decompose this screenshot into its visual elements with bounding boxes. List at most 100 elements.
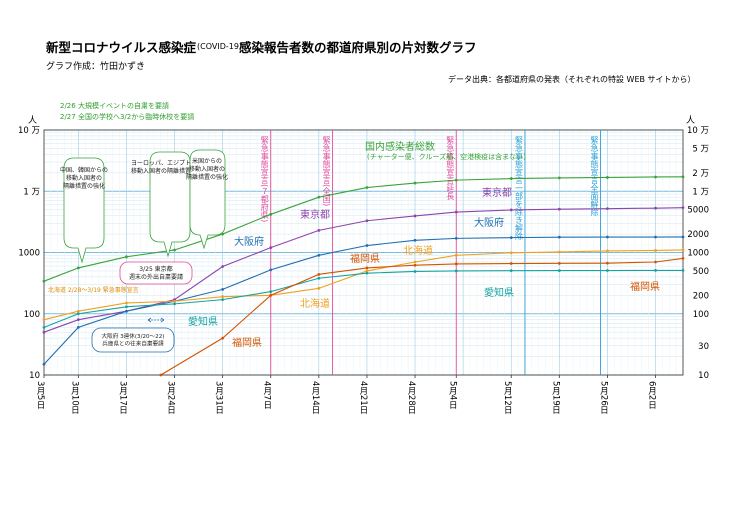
series-label: 福岡県 [232,336,262,349]
series-point [413,214,417,218]
x-tick-label: 5月19日 [550,381,560,415]
x-tick-label: 3月10日 [69,381,79,415]
series-point [654,235,657,239]
axes: 10 100 1000 1 万 10 万 10 30 100 200 500 1000 2000 500… [18,126,709,415]
series-point [606,207,609,211]
y-tick-left: 1000 [18,249,40,259]
series-point [42,279,46,283]
chart-title-covid: (COVID-19) [197,42,242,51]
series-point [509,262,513,265]
series-point [557,250,561,254]
y-tick-right: 10 万 [687,126,709,136]
chart-title-left: 新型コロナウイルス感染症 [46,40,197,55]
x-tick-label: 6月2日 [647,381,657,410]
series-point [413,260,417,264]
series-label: 北海道 [403,244,433,257]
series-point [317,195,321,199]
series-point [454,269,458,273]
series-point [269,212,273,216]
x-tick-label: 4月28日 [406,381,416,415]
x-tick-label: 5月26日 [598,381,608,415]
event-line-label: 緊急事態宣言(全国) [322,136,331,206]
series-point [42,330,46,334]
series-point [125,301,128,305]
annotation-total: (チャーター便、クルーズ船、空港検疫は含まない) [367,152,526,161]
chart-author: グラフ作成：竹田かずき [46,60,145,72]
series-label: 東京都 [482,186,512,199]
y-tick-right: 10 [698,371,709,381]
series-point [365,219,369,223]
series-point [317,276,321,280]
series-point [269,268,273,272]
series-point [557,207,561,211]
chart-source: データ出典：各都道府県の発表（それぞれの特設 WEB サイトから） [448,74,696,84]
series-point [76,325,80,329]
bubble-europe: ヨーロッパ、エジプトからの移動入国者の隔離措置の強化 [131,151,209,258]
x-tick-label: 4月14日 [310,381,320,415]
x-tick-label: 5月12日 [502,381,512,415]
series-point [557,269,561,272]
series-point [365,271,369,275]
series-point [317,286,321,290]
series-point [221,287,225,291]
event-line-label: 緊急事態宣言延長 [446,136,455,201]
y-tick-right: 5 万 [692,144,709,154]
series-point [365,186,369,189]
series-label: 福岡県 [350,252,380,265]
series-point [654,206,657,210]
y-tick-right: 200 [693,291,709,301]
bubble-tokyo: 3/25 東京都週末の外出自粛要請 [119,261,193,285]
annotation-event-2: 2/27 全国の学校へ3/2から臨時休校を要請 [60,112,194,121]
y-tick-right: 500 [693,267,709,277]
bubble-us: 米国からの移動入国者の隔離措置の強化 [186,149,228,250]
series-point [509,236,513,240]
series-point [454,178,458,182]
series-point [454,262,458,266]
y-tick-right: 1 万 [692,187,709,197]
series-point [681,257,685,260]
series-label: 国内感染者総数 [365,140,435,153]
series-point [681,206,685,210]
bubble-europe-text: ヨーロッパ、エジプトからの移動入国者の隔離措置の強化 [131,160,209,175]
data-series [42,175,685,377]
series-point [365,244,369,247]
series-point [681,175,685,179]
y-axis-label-right: 人 [686,115,695,126]
y-tick-left: 1 万 [23,187,40,197]
x-tick-label: 4月7日 [262,381,272,410]
y-tick-right: 30 [698,342,709,352]
series-point [413,270,417,273]
series-point [454,210,458,214]
series-point [42,362,46,366]
series-line [160,257,684,376]
series-point [76,318,80,322]
series-point [681,235,685,239]
x-tick-label: 5月4日 [447,381,457,410]
series-point [173,248,176,252]
series-point [173,299,176,303]
series-point [269,290,273,293]
series-point [606,249,609,253]
series-point [654,260,657,264]
series-label: 大阪府 [474,216,504,229]
series-point [269,293,273,297]
series-point [173,302,176,306]
series-point [42,325,46,329]
x-tick-label: 4月21日 [358,381,368,415]
series-label: 東京都 [300,208,330,221]
series-point [606,261,609,265]
series-point [557,261,561,265]
series-label: 北海道 [300,297,330,310]
series-point [606,269,609,272]
series-point [509,208,513,212]
bubble-us-text: 米国からの移動入国者の隔離措置の強化 [186,157,228,181]
series-point [509,251,513,255]
series-point [681,269,685,272]
x-tick-label: 3月5日 [35,381,45,410]
series-point [125,305,128,309]
series-point [557,235,561,239]
series-point [557,176,561,180]
series-point [413,181,417,185]
